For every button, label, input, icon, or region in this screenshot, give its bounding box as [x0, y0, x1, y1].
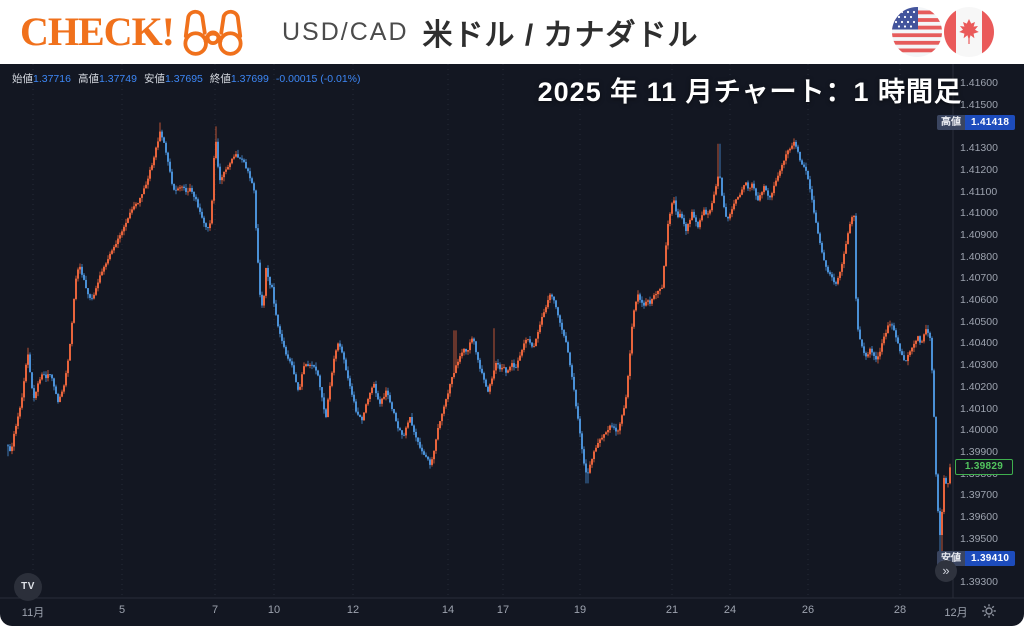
current-price-label: 1.39829	[955, 459, 1013, 476]
price-tick: 1.40300	[960, 359, 998, 372]
time-tick: 24	[723, 604, 737, 616]
price-tick: 1.41000	[960, 207, 998, 220]
time-tick: 12月	[944, 607, 968, 619]
price-tick: 1.40500	[960, 315, 998, 328]
ohlc-legend: 始値1.37716 高値1.37749 安値1.37695 終値1.37699 -0.0…	[12, 71, 361, 86]
time-tick: 28	[893, 604, 907, 616]
binoculars-icon	[183, 9, 243, 56]
tradingview-logo[interactable]: TV	[14, 573, 42, 601]
month-high-badge: 高値 1.41418	[937, 114, 1016, 130]
legend-close-label: 終値	[209, 73, 231, 85]
time-tick: 10	[267, 604, 281, 616]
time-tick: 21	[665, 604, 679, 616]
pair-name-japanese: 米ドル / カナダドル	[422, 19, 699, 52]
legend-low-label: 安値	[143, 73, 165, 85]
legend-open-label: 始値	[12, 73, 33, 85]
price-tick: 1.41200	[960, 163, 998, 176]
chart-overlay-title: 2025 年 11 月チャート：1 時間足	[537, 77, 962, 107]
price-tick: 1.40600	[960, 294, 998, 306]
price-tick: 1.41600	[960, 77, 998, 89]
price-tick: 1.41100	[960, 185, 998, 198]
legend-high-label: 高値	[77, 73, 99, 85]
us-flag-icon	[892, 7, 942, 57]
canada-flag-icon	[944, 7, 994, 57]
time-tick: 11月	[21, 607, 45, 619]
candles	[7, 122, 951, 559]
high-badge-value: 1.41418	[965, 114, 1016, 130]
time-tick: 17	[496, 604, 510, 616]
expand-arrows-button[interactable]: »	[935, 560, 957, 582]
legend-low-value: 1.37695	[164, 73, 203, 85]
price-tick: 1.39700	[960, 489, 998, 502]
high-badge-label: 高値	[937, 114, 965, 130]
month-low-badge: 安値 1.39410	[937, 550, 1016, 566]
price-tick: 1.40000	[960, 424, 998, 437]
pair-code: USD/CAD	[282, 17, 409, 46]
price-tick: 1.39300	[960, 576, 998, 589]
price-tick: 1.41300	[960, 142, 998, 155]
candlestick-chart[interactable]	[0, 64, 1024, 626]
time-tick: 7	[211, 604, 219, 616]
price-tick: 1.39900	[960, 445, 998, 458]
time-tick: 14	[441, 604, 455, 616]
brand-logo-text: CHECK!	[20, 9, 175, 54]
price-tick: 1.40200	[960, 380, 998, 393]
legend-open-value: 1.37716	[33, 73, 71, 85]
header: CHECK! USD/CAD 米ドル / カナダドル	[0, 0, 1024, 64]
price-tick: 1.40900	[960, 228, 998, 241]
legend-close-value: 1.37699	[230, 73, 269, 85]
price-tick: 1.41500	[960, 98, 998, 111]
time-tick: 19	[573, 604, 587, 616]
legend-change-value: -0.00015 (-0.01%)	[275, 73, 361, 85]
price-tick: 1.40800	[960, 250, 998, 263]
flags	[892, 7, 994, 57]
time-tick: 12	[346, 604, 360, 616]
price-tick: 1.40100	[960, 402, 998, 415]
settings-gear-icon[interactable]	[981, 603, 997, 619]
legend-high-value: 1.37749	[98, 73, 137, 85]
low-badge-value: 1.39410	[965, 550, 1016, 566]
price-tick: 1.40400	[960, 337, 998, 350]
price-chart-panel: 始値1.37716 高値1.37749 安値1.37695 終値1.37699 -0.0…	[0, 64, 1024, 626]
time-tick: 5	[118, 604, 126, 616]
time-tick: 26	[801, 604, 815, 616]
price-tick: 1.39600	[960, 511, 998, 523]
price-tick: 1.40700	[960, 272, 998, 285]
price-tick: 1.39500	[960, 532, 998, 545]
